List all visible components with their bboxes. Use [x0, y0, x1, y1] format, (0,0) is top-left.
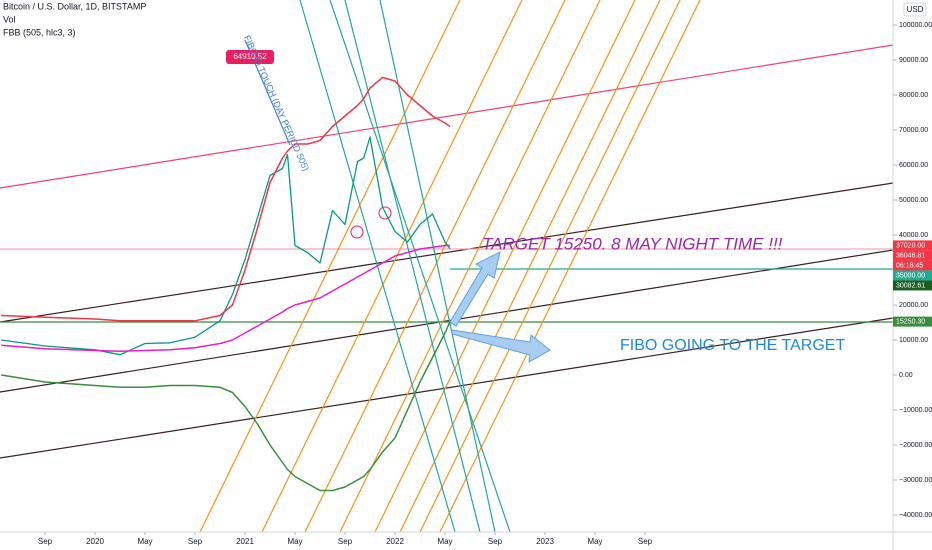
annotation: TARGET 15250. 8 MAY NIGHT TIME !!!	[482, 234, 783, 253]
marker-circle	[350, 225, 364, 239]
y-tick-label: 70000.00	[899, 127, 928, 134]
plot	[1, 76, 451, 492]
y-tick-label: 40000.00	[899, 232, 928, 239]
price-tag	[893, 280, 932, 291]
x-tick-label: Sep	[338, 537, 353, 546]
trend-line	[0, 249, 894, 393]
annotation: FIBO GOING TO THE TARGET	[620, 337, 845, 354]
y-tick-label: 0.00	[899, 372, 913, 379]
currency: USD	[907, 5, 924, 14]
series-line	[1, 136, 451, 356]
y-tick-label: −40000.00	[899, 512, 932, 519]
price-tag-label: 35000.00	[896, 272, 925, 279]
x-tick-label: May	[287, 537, 302, 546]
y-tick-label: −20000.00	[899, 442, 932, 449]
series-line	[1, 76, 451, 322]
x-tick-label: 2023	[536, 537, 554, 546]
price-tag-label: 15250.30	[896, 318, 925, 325]
y-tick-label: −30000.00	[899, 477, 932, 484]
price-tag-label: 30082.61	[896, 282, 925, 289]
price-tag	[893, 250, 932, 261]
x-tick-label: Sep	[188, 537, 203, 546]
trend-line	[0, 317, 894, 459]
price-tag-label: 37020.00	[896, 242, 925, 249]
y-tick-label: 100000.00	[899, 22, 932, 29]
y-tick-label: 80000.00	[899, 92, 928, 99]
arrow	[449, 251, 501, 327]
chart-title: Bitcoin / U.S. Dollar, 1D, BITSTAMP	[3, 1, 146, 11]
countdown-box	[893, 260, 932, 271]
series-line	[1, 321, 451, 492]
price-tag	[893, 270, 932, 281]
peak-label: 64910.52	[233, 52, 267, 61]
x-tick-label: Sep	[38, 537, 53, 546]
x-axis-area	[0, 532, 932, 550]
indicator-label: Vol	[3, 14, 16, 24]
y-tick-label: 10000.00	[899, 337, 928, 344]
x-tick-label: May	[137, 537, 152, 546]
trend-line	[0, 182, 894, 323]
arrow	[451, 329, 551, 363]
price-tag	[893, 240, 932, 251]
peak-label-box	[226, 50, 274, 64]
fib-fan	[199, 0, 701, 533]
y-tick-label: −10000.00	[899, 407, 932, 414]
x-tick-label: Sep	[638, 537, 653, 546]
currency-box	[903, 2, 927, 17]
countdown: 06:18:45	[896, 262, 923, 269]
price-tag	[893, 316, 932, 327]
x-tick-label: 2022	[386, 537, 404, 546]
marker-circle	[378, 206, 392, 220]
y-tick-label: 20000.00	[899, 302, 928, 309]
drawings	[0, 0, 894, 533]
y-tick-label: 90000.00	[899, 57, 928, 64]
y-tick-label: 60000.00	[899, 162, 928, 169]
x-tick-label: 2020	[86, 537, 104, 546]
x-tick-label: 2021	[236, 537, 254, 546]
trend-line	[0, 44, 894, 189]
x-tick-label: May	[587, 537, 602, 546]
axes: 100000.00 90000.00 80000.00 70000.00 60000.0…	[38, 22, 932, 546]
indicator-label: FBB (505, hlc3, 3)	[3, 27, 76, 37]
x-tick-label: May	[437, 537, 452, 546]
x-tick-label: Sep	[488, 537, 503, 546]
series-line	[1, 244, 450, 352]
y-tick-label: 50000.00	[899, 197, 928, 204]
price-tag-label: 36046.81	[896, 252, 925, 259]
